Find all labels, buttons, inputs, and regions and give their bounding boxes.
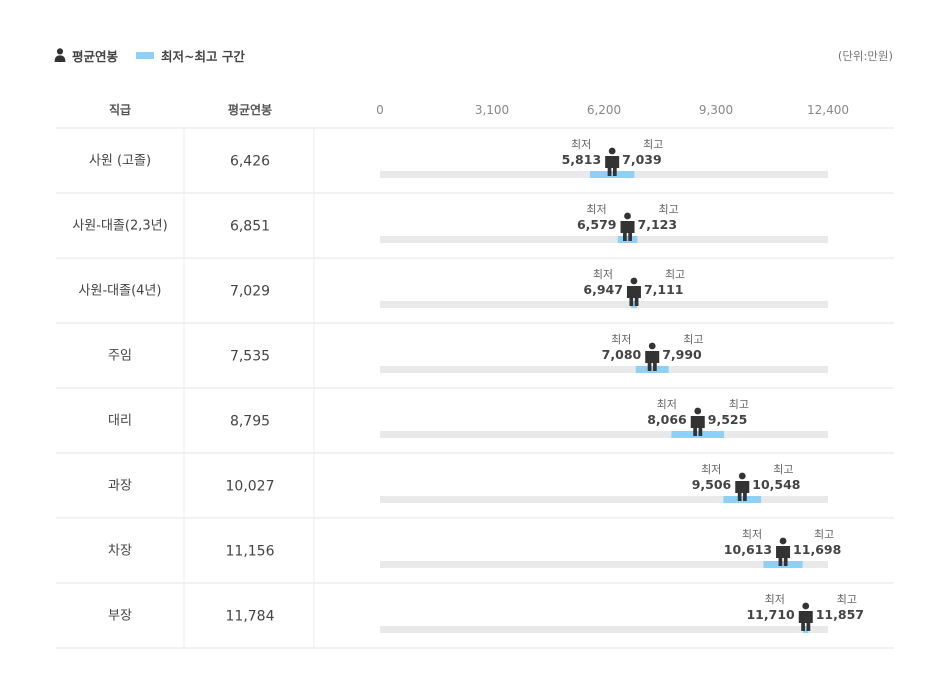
person-icon bbox=[54, 48, 66, 62]
legend-range-swatch bbox=[136, 51, 155, 59]
salary-range-bar bbox=[763, 561, 803, 568]
avg-person-marker bbox=[690, 407, 705, 436]
legend-range-label: 최저~최고 구간 bbox=[161, 48, 245, 64]
axis-tick-label: 3,100 bbox=[475, 103, 509, 117]
avg-person-marker bbox=[620, 212, 635, 241]
avg-salary-value: 7,535 bbox=[230, 349, 270, 365]
max-caption: 최고 bbox=[659, 203, 679, 216]
position-label: 사원 (고졸) bbox=[89, 154, 151, 169]
range-track bbox=[380, 561, 828, 568]
max-value: 9,525 bbox=[708, 412, 748, 427]
avg-salary-value: 7,029 bbox=[230, 284, 270, 300]
min-caption: 최저 bbox=[701, 463, 721, 476]
min-caption: 최저 bbox=[657, 398, 677, 411]
range-track bbox=[380, 301, 828, 308]
max-caption: 최고 bbox=[729, 398, 749, 411]
axis-tick-label: 0 bbox=[376, 103, 384, 117]
max-value: 11,857 bbox=[816, 607, 864, 622]
min-value: 8,066 bbox=[647, 412, 687, 427]
max-caption: 최고 bbox=[773, 463, 793, 476]
max-value: 10,548 bbox=[752, 477, 800, 492]
position-label: 과장 bbox=[108, 479, 132, 494]
avg-person-marker bbox=[776, 537, 791, 566]
salary-range-bar bbox=[590, 171, 635, 178]
position-label: 대리 bbox=[108, 414, 132, 429]
salary-range-bar bbox=[617, 236, 638, 243]
position-label: 주임 bbox=[108, 349, 132, 364]
max-caption: 최고 bbox=[643, 138, 663, 151]
legend: 평균연봉 최저~최고 구간 bbox=[54, 44, 263, 66]
salary-range-bar bbox=[671, 431, 725, 438]
header-position: 직급 bbox=[109, 102, 131, 117]
avg-salary-value: 6,426 bbox=[230, 154, 270, 170]
avg-person-marker bbox=[798, 602, 813, 631]
avg-salary-value: 10,027 bbox=[226, 479, 275, 495]
range-track bbox=[380, 236, 828, 243]
salary-range-bar bbox=[723, 496, 762, 503]
min-caption: 최저 bbox=[571, 138, 591, 151]
max-caption: 최고 bbox=[814, 528, 834, 541]
range-track bbox=[380, 496, 828, 503]
max-value: 7,111 bbox=[644, 282, 684, 297]
unit-label: (단위:만원) bbox=[837, 49, 893, 63]
max-value: 7,990 bbox=[662, 347, 702, 362]
max-value: 7,039 bbox=[622, 152, 662, 167]
min-caption: 최저 bbox=[742, 528, 762, 541]
min-value: 6,947 bbox=[583, 282, 623, 297]
avg-person-marker bbox=[605, 147, 620, 176]
position-label: 사원-대졸(4년) bbox=[79, 284, 162, 299]
position-label: 사원-대졸(2,3년) bbox=[72, 219, 167, 234]
avg-salary-value: 8,795 bbox=[230, 414, 270, 430]
avg-salary-value: 11,156 bbox=[226, 544, 275, 560]
min-value: 10,613 bbox=[724, 542, 772, 557]
max-value: 7,123 bbox=[638, 217, 678, 232]
range-track bbox=[380, 626, 828, 633]
legend-avg-label: 평균연봉 bbox=[72, 48, 119, 64]
max-caption: 최고 bbox=[665, 268, 685, 281]
axis-tick-label: 6,200 bbox=[587, 103, 621, 117]
min-caption: 최저 bbox=[586, 203, 606, 216]
legend-avg: 평균연봉 bbox=[54, 46, 118, 65]
avg-salary-value: 11,784 bbox=[226, 609, 275, 625]
max-caption: 최고 bbox=[683, 333, 703, 346]
range-track bbox=[380, 366, 828, 373]
avg-person-marker bbox=[735, 472, 750, 501]
avg-salary-value: 6,851 bbox=[230, 219, 270, 235]
max-value: 11,698 bbox=[793, 542, 841, 557]
axis-tick-label: 12,400 bbox=[807, 103, 849, 117]
min-caption: 최저 bbox=[611, 333, 631, 346]
range-track bbox=[380, 431, 828, 438]
axis-tick-label: 9,300 bbox=[699, 103, 733, 117]
salary-range-bar bbox=[630, 301, 637, 308]
min-caption: 최저 bbox=[765, 593, 785, 606]
avg-person-marker bbox=[645, 342, 660, 371]
header-avg-salary: 평균연봉 bbox=[228, 102, 272, 117]
salary-range-bar bbox=[803, 626, 809, 633]
min-value: 5,813 bbox=[562, 152, 602, 167]
min-value: 7,080 bbox=[602, 347, 642, 362]
min-caption: 최저 bbox=[593, 268, 613, 281]
min-value: 6,579 bbox=[577, 217, 617, 232]
legend-range: 최저~최고 구간 bbox=[136, 46, 245, 65]
salary-range-bar bbox=[635, 366, 669, 373]
min-value: 11,710 bbox=[746, 607, 795, 622]
position-label: 부장 bbox=[108, 609, 132, 624]
min-value: 9,506 bbox=[692, 477, 732, 492]
max-caption: 최고 bbox=[837, 593, 857, 606]
position-label: 차장 bbox=[108, 544, 132, 559]
avg-person-marker bbox=[626, 277, 641, 306]
